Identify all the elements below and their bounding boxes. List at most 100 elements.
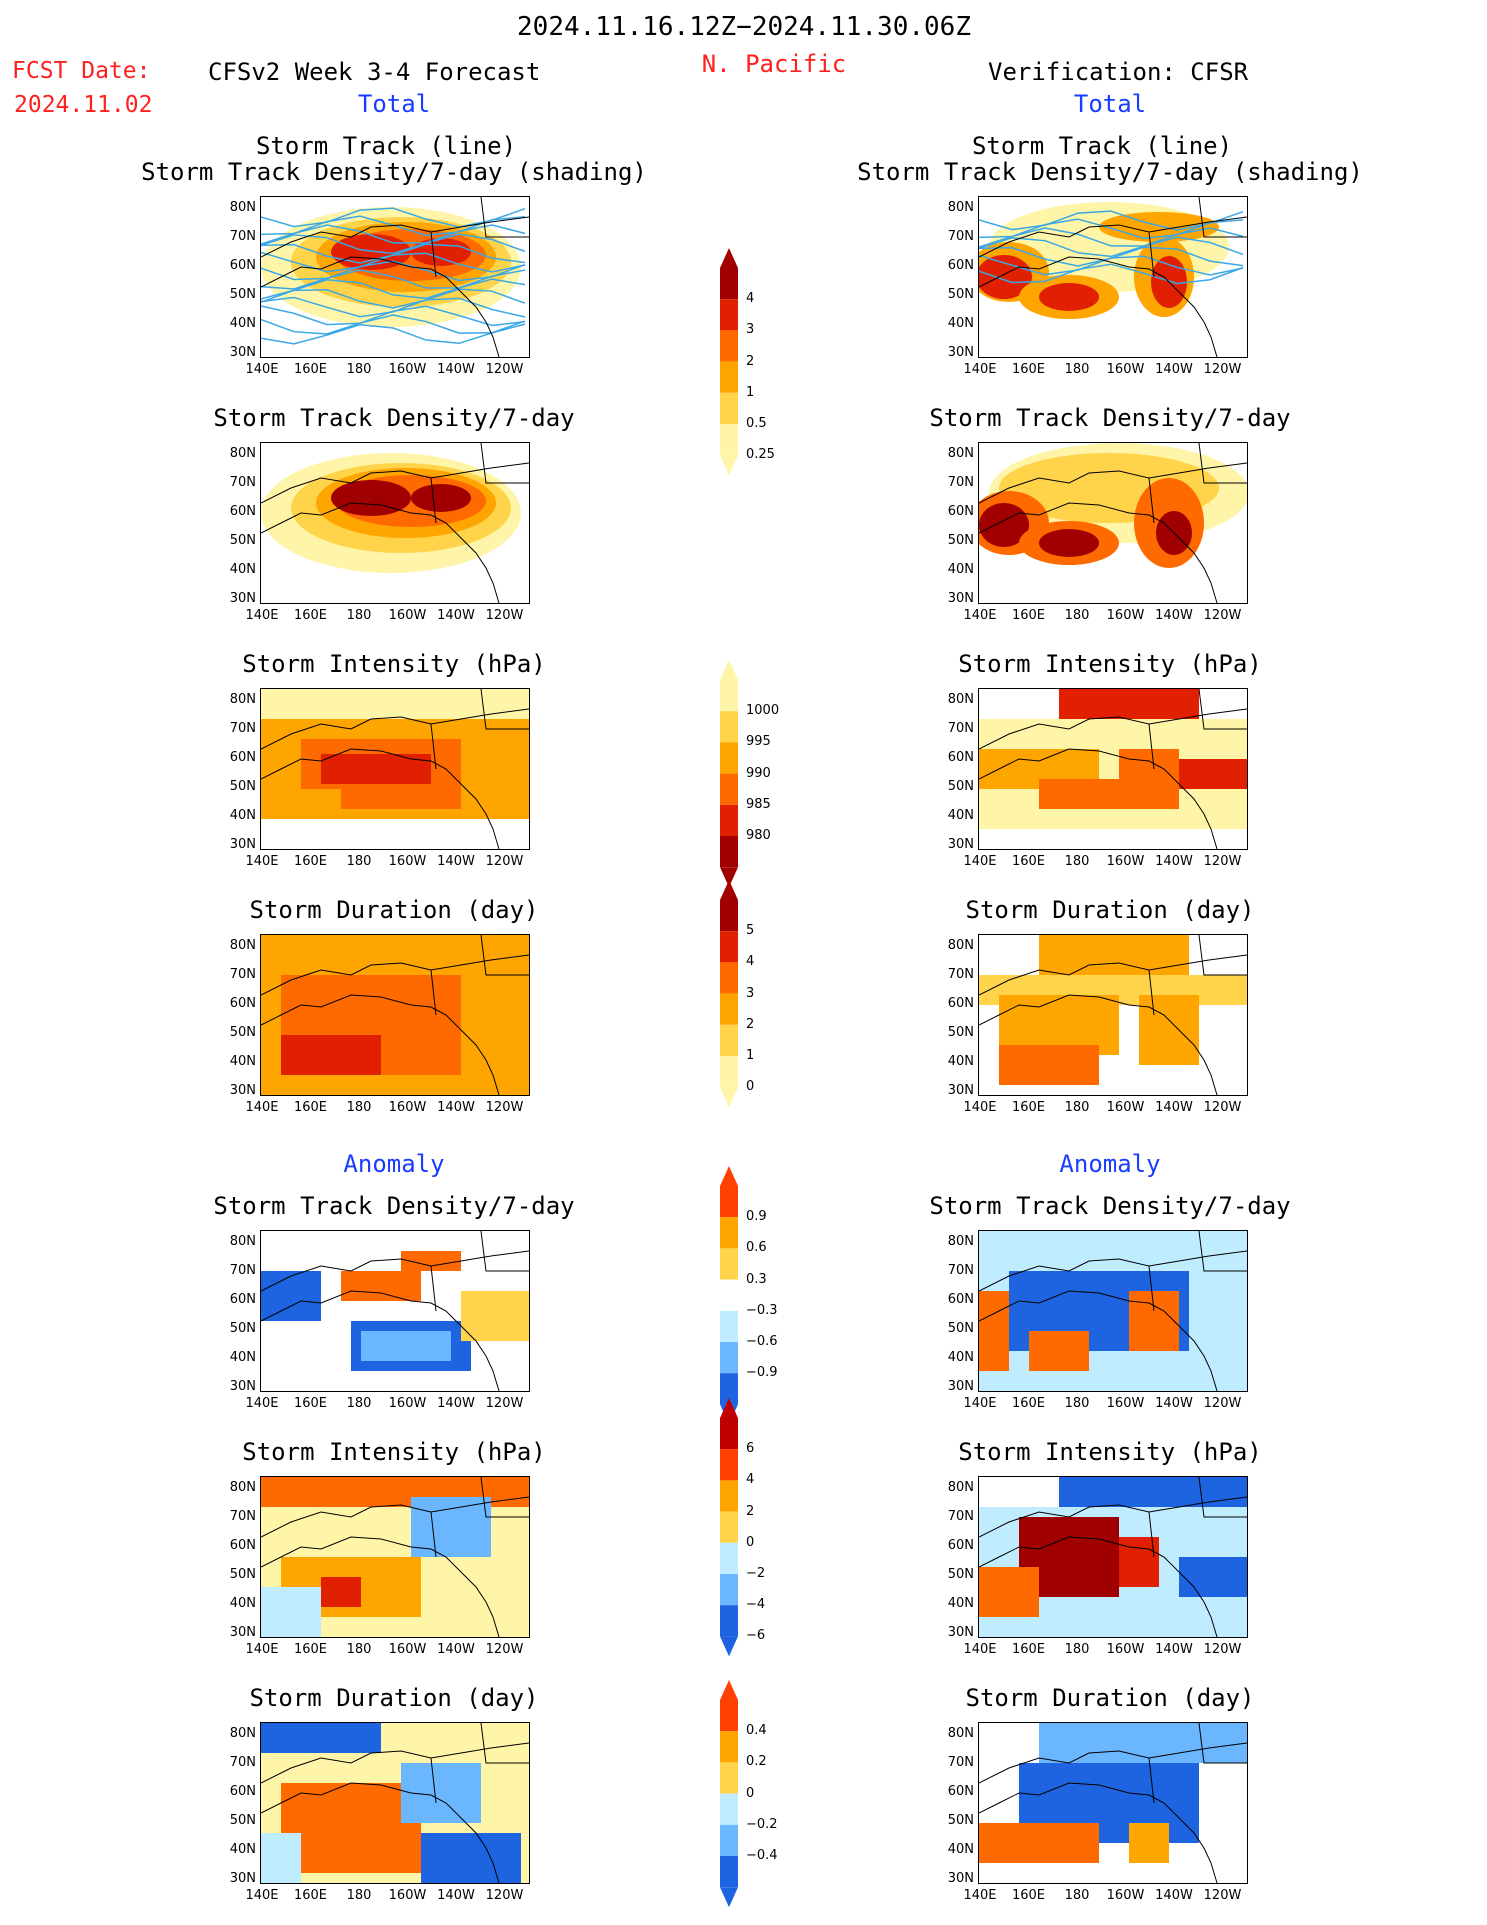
lat-tick-label: 30N [947,1625,974,1640]
storm-track-line [261,269,526,290]
lon-tick-label: 160E [1011,1100,1046,1115]
storm-track-line [261,314,526,335]
storm-track-line [979,210,1244,231]
lon-tick-label: 140E [963,362,997,377]
lat-tick-label: 70N [947,1755,974,1770]
colorbar-label: 0.6 [746,1240,767,1256]
lat-tick-label: 80N [947,692,974,707]
shading-region [411,484,471,512]
panel-title-anom-duration-right: Storm Duration (day) [965,1684,1255,1712]
panel-title-track-left-2: Storm Track Density/7-day (shading) [141,158,647,186]
coastline [480,1477,529,1518]
lon-tick-label: 140E [963,1100,997,1115]
lat-tick-label: 60N [229,504,256,519]
lon-tick-label: 180 [346,608,372,623]
colorbar-label: 0 [746,1785,755,1801]
lat-tick-label: 60N [229,750,256,765]
lon-tick-label: 140E [245,1888,279,1903]
lon-tick-label: 180 [1064,1888,1090,1903]
colorbar-segment [720,361,738,393]
shading-region [1039,935,1189,975]
lat-tick-label: 30N [229,1083,256,1098]
colorbar-density_anom [720,1166,738,1425]
shading-region [1129,1291,1179,1351]
colorbar-label: 5 [746,923,755,939]
coastline [979,1496,1247,1538]
lat-tick-label: 50N [947,1321,974,1336]
lat-tick-label: 50N [947,1025,974,1040]
lat-tick-label: 80N [947,200,974,215]
coastline [261,462,529,504]
map-panel-dur-verification [978,934,1248,1096]
lon-tick-label: 140W [437,1100,475,1115]
colorbar-segment [720,931,738,963]
lon-tick-label: 160E [293,1396,328,1411]
lon-tick-label: 140W [437,854,475,869]
coastline [261,1290,500,1391]
lon-tick-label: 120W [485,362,524,377]
shading-region [1059,1477,1247,1507]
lon-tick-label: 120W [1203,854,1242,869]
lat-tick-label: 60N [947,996,974,1011]
coastline [1148,231,1155,278]
lon-tick-label: 160W [388,1396,427,1411]
coastline [979,1536,1218,1637]
lat-tick-label: 30N [947,591,974,606]
lat-tick-label: 50N [229,1813,256,1828]
colorbar-label: 0.5 [746,416,767,431]
lat-tick-label: 40N [229,1054,256,1069]
colorbar-segment [720,711,738,743]
lat-tick-label: 50N [947,533,974,548]
anomaly-label-right: Anomaly [1059,1150,1161,1178]
colorbar-label: −2 [746,1566,766,1581]
shading-region [411,238,471,266]
colorbar-top-arrow [720,1166,738,1186]
lat-tick-label: 40N [947,1350,974,1365]
lon-tick-label: 120W [485,1100,524,1115]
storm-track-line [261,288,526,309]
lat-tick-label: 60N [947,258,974,273]
lat-tick-label: 30N [229,591,256,606]
coastline [1198,689,1247,730]
storm-track-line [261,233,526,255]
lon-tick-label: 180 [346,1396,372,1411]
panel-title-density-left: Storm Track Density/7-day [213,404,575,432]
coastline [979,502,1218,603]
lon-tick-label: 160E [293,608,328,623]
shading-region [979,1823,1099,1863]
colorbar-segment [720,1342,738,1374]
colorbar-bottom-arrow [720,1636,738,1657]
colorbar-duration_total [720,880,738,1108]
coastline [430,1265,437,1312]
lat-tick-label: 60N [947,1538,974,1553]
storm-track-line [979,227,1244,248]
map-panel-aint-verification [978,1476,1248,1638]
lon-tick-label: 180 [1064,854,1090,869]
lat-tick-label: 80N [947,1726,974,1741]
colorbar-label: 990 [746,765,771,781]
colorbar-duration_anom [720,1680,738,1908]
colorbar-segment [720,1310,738,1342]
storm-track-line [979,236,1244,258]
coastline [261,748,500,849]
coastline [261,502,500,603]
shading-region [281,1783,421,1873]
shading-region [261,1587,321,1637]
lat-tick-label: 40N [229,1350,256,1365]
panel-title-track-right-1: Storm Track (line) [971,132,1233,160]
lat-tick-label: 40N [229,808,256,823]
lon-tick-label: 140W [1155,854,1193,869]
lat-tick-label: 70N [229,967,256,982]
shading-region [421,1833,521,1883]
lon-tick-label: 140E [245,608,279,623]
lat-tick-label: 30N [229,1871,256,1886]
lat-tick-label: 50N [229,1321,256,1336]
lon-tick-label: 180 [1064,1100,1090,1115]
coastline [1148,969,1155,1016]
shading-region [261,1833,301,1883]
colorbar-segment [720,1186,738,1218]
lon-tick-label: 140W [437,1396,475,1411]
colorbar-segment [720,392,738,424]
colorbar-segment [720,1574,738,1606]
shading-region [1179,1557,1247,1597]
